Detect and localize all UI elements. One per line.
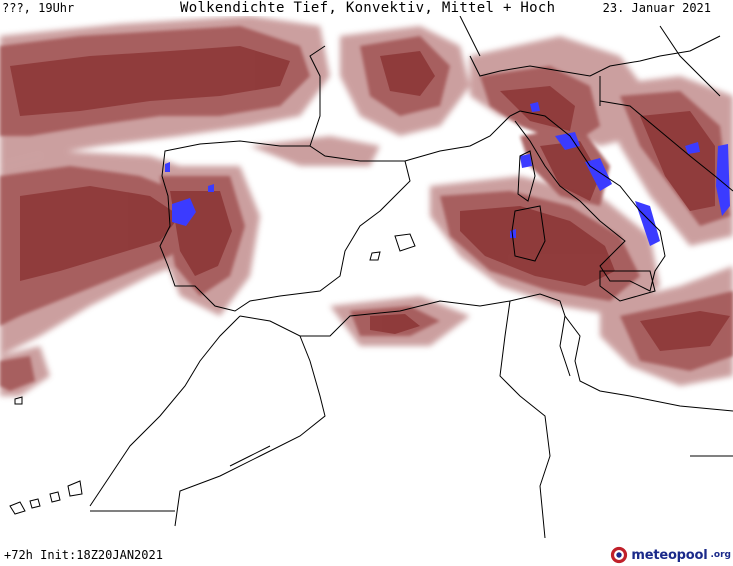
meteopool-logo[interactable]: meteopool .org [610, 545, 731, 565]
forecast-date: 23. Januar 2021 [602, 1, 711, 15]
model-run-label: +72h Init:18Z20JAN2021 [4, 548, 163, 562]
convective-areas [165, 102, 730, 246]
meteopool-logo-icon [611, 546, 628, 564]
logo-text: meteopool [631, 547, 708, 563]
forecast-time-label: ???, 19Uhr [2, 1, 75, 15]
logo-suffix: .org [710, 550, 731, 560]
coastlines [9, 16, 733, 538]
cloud-density-map [0, 16, 733, 538]
map-title: Wolkendichte Tief, Konvektiv, Mittel + H… [180, 0, 556, 16]
